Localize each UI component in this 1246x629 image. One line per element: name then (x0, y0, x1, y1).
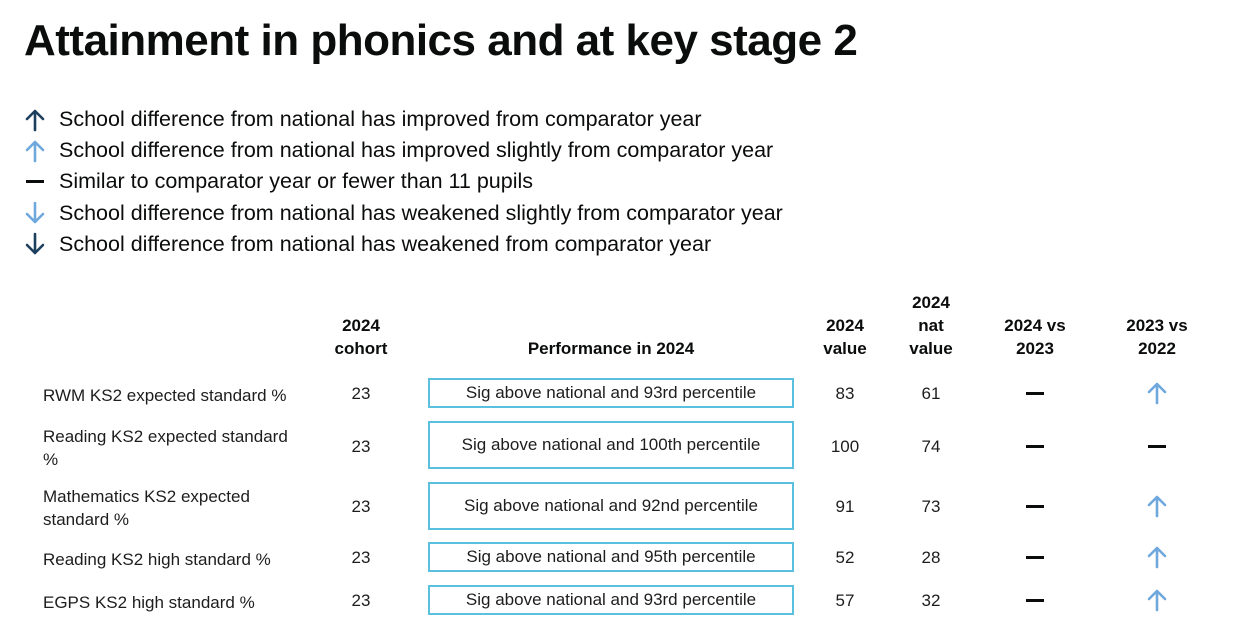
dash-icon (1148, 444, 1166, 448)
cohort-cell: 23 (351, 437, 371, 456)
row-label-line: % (43, 450, 59, 469)
arrow-up-light-icon (1146, 494, 1168, 518)
legend-icon-wrap (22, 200, 48, 226)
trend-2023-vs-2022 (1137, 491, 1177, 521)
trend-2023-vs-2022 (1137, 431, 1177, 461)
legend-text: School difference from national has impr… (59, 138, 774, 163)
row-label-line: EGPS KS2 high standard % (43, 592, 255, 612)
trend-2024-vs-2023 (1015, 542, 1055, 572)
header-vs-line: 2023 (1016, 339, 1054, 358)
cohort-cell: 23 (351, 591, 371, 610)
dash-icon (1026, 391, 1044, 395)
trend-2023-vs-2022 (1137, 378, 1177, 408)
header-performance-line: Performance in 2024 (527, 339, 695, 358)
row-label-line: standard % (43, 510, 129, 529)
performance-cell: Sig above national and 92nd percentile (428, 482, 794, 530)
legend-text: School difference from national has weak… (59, 200, 783, 225)
row-label-line: Reading KS2 expected standard (43, 427, 288, 446)
legend: School difference from national has impr… (22, 104, 783, 260)
header-cohort-line: cohort (334, 339, 388, 358)
dash-icon (1026, 444, 1044, 448)
page-title: Attainment in phonics and at key stage 2 (24, 16, 858, 65)
legend-item: School difference from national has impr… (22, 135, 783, 166)
header-cohort-line: 2024 (342, 316, 380, 335)
dash-icon (26, 180, 44, 184)
performance-cell: Sig above national and 93rd percentile (428, 585, 794, 615)
row-label-line: RWM KS2 expected standard % (43, 385, 287, 405)
header-2024-vs-2023: 2024 vs 2023 (985, 314, 1085, 360)
legend-item: School difference from national has weak… (22, 198, 783, 229)
legend-icon-wrap (22, 169, 48, 195)
value-cell: 100 (830, 437, 860, 456)
row-label-line: Mathematics KS2 expected (43, 487, 250, 506)
trend-2024-vs-2023 (1015, 378, 1055, 408)
header-performance: Performance in 2024 (428, 337, 794, 360)
trend-2023-vs-2022 (1137, 542, 1177, 572)
header-nat-value: 2024 nat value (891, 291, 971, 360)
header-value-line: value (823, 339, 867, 358)
legend-text: School difference from national has weak… (59, 231, 712, 256)
legend-icon-wrap (22, 231, 48, 257)
legend-text: Similar to comparator year or fewer than… (59, 169, 534, 194)
nat-value-cell: 74 (921, 437, 941, 456)
arrow-up-light-icon (1146, 545, 1168, 569)
performance-cell: Sig above national and 100th percentile (428, 421, 794, 469)
legend-icon-wrap (22, 107, 48, 133)
header-nat-value-line: nat (918, 316, 944, 335)
header-nat-value-line: 2024 (912, 293, 950, 312)
performance-cell: Sig above national and 93rd percentile (428, 378, 794, 408)
arrow-up-light-icon (1146, 381, 1168, 405)
trend-2024-vs-2023 (1015, 491, 1055, 521)
value-cell: 57 (835, 591, 855, 610)
trend-2023-vs-2022 (1137, 585, 1177, 615)
nat-value-cell: 61 (921, 384, 941, 403)
row-label: RWM KS2 expected standard % (43, 384, 286, 407)
header-value: 2024 value (805, 314, 885, 360)
row-label: EGPS KS2 high standard % (43, 591, 255, 614)
value-cell: 52 (835, 548, 855, 567)
legend-icon-wrap (22, 138, 48, 164)
arrow-down-dark-icon (24, 232, 46, 256)
legend-item: School difference from national has impr… (22, 104, 783, 135)
header-cohort: 2024 cohort (321, 314, 401, 360)
legend-item: Similar to comparator year or fewer than… (22, 166, 783, 197)
legend-text: School difference from national has impr… (59, 107, 702, 132)
arrow-up-dark-icon (24, 108, 46, 132)
header-vs-line: 2024 vs (1004, 316, 1066, 335)
row-label: Reading KS2 high standard % (43, 548, 271, 571)
row-label-line: Reading KS2 high standard % (43, 549, 271, 569)
dash-icon (1026, 555, 1044, 559)
value-cell: 83 (835, 384, 855, 403)
trend-2024-vs-2023 (1015, 585, 1055, 615)
header-vs-line: 2022 (1138, 339, 1176, 358)
header-nat-value-line: value (909, 339, 953, 358)
dash-icon (1026, 504, 1044, 508)
arrow-up-light-icon (24, 139, 46, 163)
cohort-cell: 23 (351, 497, 371, 516)
cohort-cell: 23 (351, 384, 371, 403)
row-label: Reading KS2 expected standard% (43, 425, 288, 471)
nat-value-cell: 28 (921, 548, 941, 567)
header-value-line: 2024 (826, 316, 864, 335)
legend-item: School difference from national has weak… (22, 229, 783, 260)
nat-value-cell: 73 (921, 497, 941, 516)
nat-value-cell: 32 (921, 591, 941, 610)
dash-icon (1026, 598, 1044, 602)
row-label: Mathematics KS2 expected standard % (43, 485, 250, 531)
header-vs-line: 2023 vs (1126, 316, 1188, 335)
performance-cell: Sig above national and 95th percentile (428, 542, 794, 572)
header-2023-vs-2022: 2023 vs 2022 (1107, 314, 1207, 360)
arrow-up-light-icon (1146, 588, 1168, 612)
arrow-down-light-icon (24, 201, 46, 225)
value-cell: 91 (835, 497, 855, 516)
trend-2024-vs-2023 (1015, 431, 1055, 461)
cohort-cell: 23 (351, 548, 371, 567)
